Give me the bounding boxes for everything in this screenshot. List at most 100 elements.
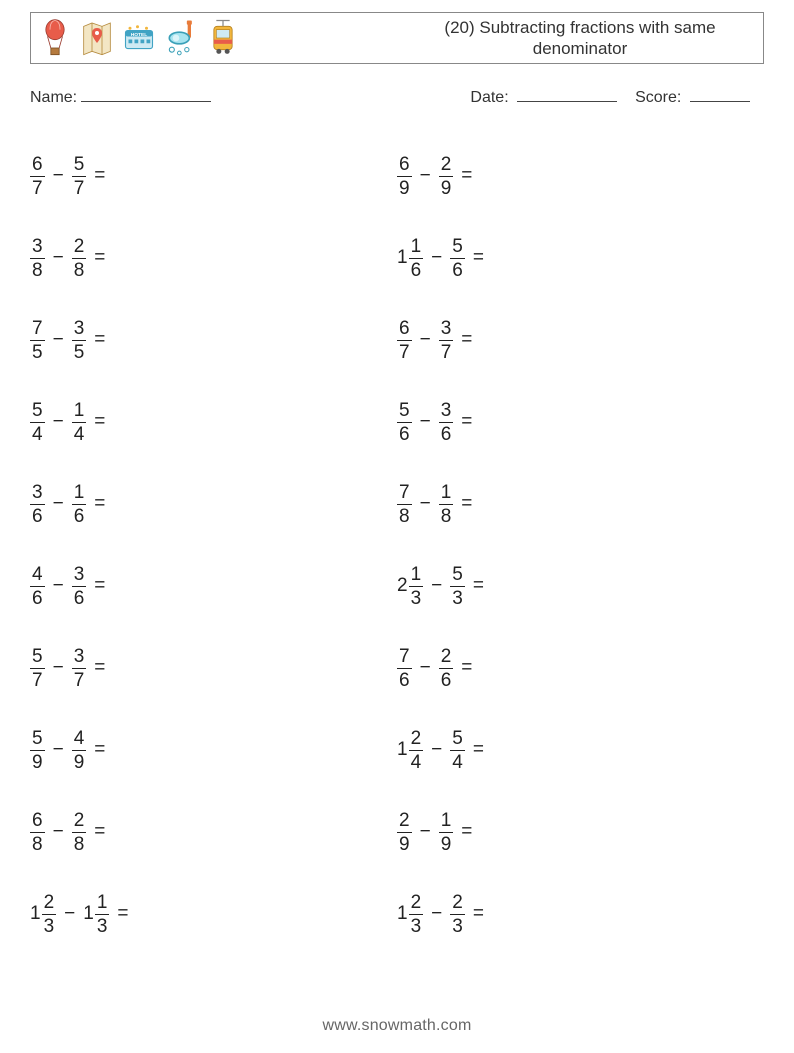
problem-row: 36−16= [30,463,397,545]
denominator: 7 [439,343,454,362]
mixed-whole: 1 [83,903,94,925]
header-box: HOTEL [30,12,764,64]
fraction: 28 [72,237,87,280]
problems-col-right: 69−29=116−56=67−37=56−36=78−18=213−53=76… [397,135,764,955]
fraction-bar [450,914,465,915]
numerator: 1 [95,893,110,912]
equals-sign: = [94,493,105,515]
fraction: 37 [72,647,87,690]
numerator: 3 [72,565,87,584]
numerator: 2 [409,893,424,912]
name-label: Name: [30,89,77,107]
denominator: 7 [30,671,45,690]
fraction: 49 [72,729,87,772]
fraction: 13 [95,893,110,936]
denominator: 6 [397,425,412,444]
equals-sign: = [94,411,105,433]
minus-operator: − [53,821,64,843]
fraction: 36 [439,401,454,444]
fraction-bar [72,176,87,177]
fraction: 29 [439,155,454,198]
denominator: 8 [439,507,454,526]
problem-row: 67−57= [30,135,397,217]
numerator: 1 [439,811,454,830]
worksheet-title: (20) Subtracting fractions with same den… [397,13,763,63]
minus-operator: − [53,329,64,351]
fraction-bar [397,504,412,505]
denominator: 8 [72,835,87,854]
denominator: 3 [42,917,57,936]
tram-icon [205,18,241,58]
minus-operator: − [53,411,64,433]
numerator: 5 [30,647,45,666]
numerator: 5 [72,155,87,174]
denominator: 9 [439,179,454,198]
numerator: 5 [30,729,45,748]
date-blank[interactable] [517,86,617,102]
fraction: 46 [30,565,45,608]
problem-row: 123−23= [397,873,764,955]
denominator: 6 [450,261,465,280]
fraction-bar [72,340,87,341]
numerator: 1 [72,401,87,420]
denominator: 7 [30,179,45,198]
minus-operator: − [53,493,64,515]
fraction-bar [72,668,87,669]
denominator: 4 [450,753,465,772]
problem-row: 38−28= [30,217,397,299]
numerator: 1 [409,237,424,256]
equals-sign: = [461,493,472,515]
problem-row: 116−56= [397,217,764,299]
denominator: 6 [409,261,424,280]
fraction: 68 [30,811,45,854]
denominator: 4 [409,753,424,772]
numerator: 7 [397,647,412,666]
svg-text:HOTEL: HOTEL [131,32,147,38]
equals-sign: = [461,165,472,187]
mixed-whole: 1 [397,739,408,761]
numerator: 2 [397,811,412,830]
equals-sign: = [461,657,472,679]
fraction-bar [409,914,424,915]
denominator: 6 [397,671,412,690]
fraction: 57 [30,647,45,690]
fraction-bar [30,422,45,423]
mixed-whole: 1 [30,903,41,925]
denominator: 9 [397,179,412,198]
score-blank[interactable] [690,86,750,102]
equals-sign: = [461,411,472,433]
denominator: 6 [72,507,87,526]
denominator: 3 [450,589,465,608]
fraction: 54 [30,401,45,444]
fraction-bar [72,422,87,423]
minus-operator: − [420,493,431,515]
fraction-bar [397,668,412,669]
problem-row: 123−113= [30,873,397,955]
denominator: 8 [72,261,87,280]
map-icon [79,18,115,58]
fraction-bar [72,504,87,505]
equals-sign: = [473,903,484,925]
fraction: 78 [397,483,412,526]
fraction-bar [450,586,465,587]
problem-row: 29−19= [397,791,764,873]
problem-row: 124−54= [397,709,764,791]
denominator: 8 [30,835,45,854]
minus-operator: − [431,247,442,269]
numerator: 2 [72,811,87,830]
name-blank[interactable] [81,86,211,102]
denominator: 9 [439,835,454,854]
fraction: 19 [439,811,454,854]
denominator: 6 [30,589,45,608]
problem-row: 78−18= [397,463,764,545]
numerator: 2 [439,647,454,666]
fraction-bar [439,422,454,423]
equals-sign: = [473,575,484,597]
numerator: 2 [72,237,87,256]
fraction-bar [30,832,45,833]
date-label: Date: [470,89,508,106]
minus-operator: − [420,657,431,679]
minus-operator: − [431,903,442,925]
fraction: 36 [72,565,87,608]
numerator: 2 [450,893,465,912]
